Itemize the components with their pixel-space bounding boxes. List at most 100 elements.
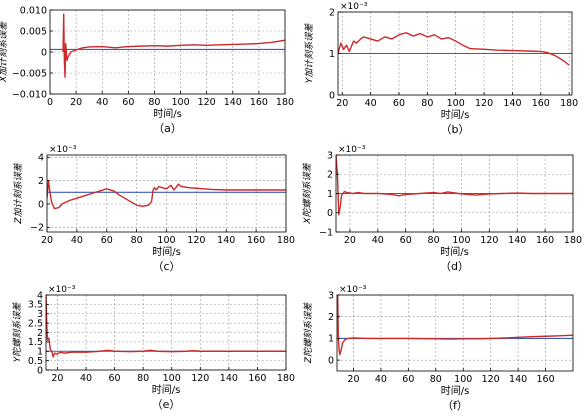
y-tick-label: 0.005 — [20, 26, 47, 37]
y-tick-label: 4 — [38, 153, 44, 164]
x-tick-label: 100 — [452, 235, 470, 246]
x-tick-label: 140 — [224, 97, 242, 108]
x-tick-label: 120 — [198, 97, 216, 108]
x-tick-label: 60 — [109, 373, 121, 384]
x-tick-label: 60 — [101, 235, 113, 246]
axis-exponent: ×10⁻³ — [340, 2, 368, 12]
axes-frame — [336, 294, 574, 372]
panel-label: （d） — [440, 260, 469, 273]
y-tick-label: 1 — [328, 334, 334, 345]
y-tick-label: 4 — [37, 290, 43, 301]
panel-label: （f） — [442, 399, 468, 412]
y-tick-label: −0.010 — [12, 89, 47, 100]
y-tick-label: 2 — [327, 170, 333, 181]
x-tick-label: 160 — [250, 97, 268, 108]
panel-label: （a） — [153, 122, 182, 135]
x-tick-label: 60 — [402, 374, 414, 385]
y-tick-label: 2 — [328, 312, 334, 323]
y-tick-label: −0.005 — [12, 68, 47, 79]
axis-exponent: ×10⁻³ — [338, 145, 366, 155]
x-tick-label: 40 — [365, 98, 377, 109]
chart-panel-1: 20 40 60 80 100 120 140 160 180 0 1 2 ×10⁻³ Y加计刻系误差时间… — [304, 2, 578, 136]
x-tick-label: 180 — [560, 98, 578, 109]
x-tick-label: 80 — [430, 374, 442, 385]
y-tick-label: 3 — [327, 150, 333, 161]
chart-panel-5: 20 40 60 80 100 120 140 160 0 1 2 3 ×10⁻³ Z陀螺刻系误差时间/s… — [303, 285, 574, 412]
x-tick-label: 60 — [393, 98, 405, 109]
axis-exponent: ×10⁻³ — [339, 285, 367, 295]
y-axis-label: X陀螺刻系误差 — [302, 162, 313, 224]
y-tick-label: 0 — [327, 208, 333, 219]
y-tick-label: 0 — [38, 199, 44, 210]
y-tick-label: 0 — [329, 90, 335, 101]
y-tick-label: 1 — [327, 189, 333, 200]
chart-panel-3: 20 40 60 80 100 120 140 160 180 −1 0 1 2 3 ×10⁻³ X陀螺刻系误… — [302, 145, 582, 273]
x-tick-label: 120 — [191, 373, 209, 384]
y-axis-label: Z加计刻系误差 — [13, 162, 24, 224]
x-tick-label: 100 — [163, 373, 181, 384]
axis-exponent: ×10⁻³ — [49, 145, 77, 155]
y-axis-label: Y加计刻系误差 — [304, 23, 315, 83]
x-tick-label: 20 — [336, 98, 348, 109]
x-tick-label: 140 — [217, 235, 235, 246]
estimate-line — [336, 155, 573, 216]
axis-exponent: ×10⁻³ — [48, 285, 76, 295]
x-tick-label: 20 — [41, 235, 53, 246]
estimate-line — [46, 295, 286, 358]
x-tick-label: 40 — [80, 373, 92, 384]
x-tick-label: 100 — [454, 374, 472, 385]
x-tick-label: 120 — [482, 374, 500, 385]
y-tick-label: 2 — [37, 328, 43, 339]
y-tick-label: 3.5 — [28, 300, 43, 311]
x-tick-label: 80 — [137, 373, 149, 384]
y-tick-label: 0.5 — [28, 356, 43, 367]
x-tick-label: 20 — [51, 373, 63, 384]
x-tick-label: 180 — [564, 235, 582, 246]
x-axis-label: 时间/s — [152, 245, 181, 258]
x-tick-label: 100 — [157, 235, 175, 246]
x-tick-label: 100 — [447, 98, 465, 109]
x-tick-label: 160 — [248, 373, 266, 384]
y-tick-label: 2.5 — [28, 318, 43, 329]
y-tick-label: −1 — [319, 227, 333, 238]
panel-label: （e） — [152, 398, 181, 411]
x-tick-label: 140 — [220, 373, 238, 384]
chart-panel-0: 0 20 40 60 80 100 120 140 160 180 −0.010 −0.005 0 0.0… — [0, 5, 294, 135]
y-axis-label: X加计刻系误差 — [0, 21, 9, 83]
y-tick-label: 1.5 — [28, 337, 43, 348]
chart-panel-2: 20 40 60 80 100 120 140 160 180 −2 0 2 4 ×10⁻³ Z加计刻系误差… — [13, 145, 295, 273]
x-axis-label: 时间/s — [152, 383, 181, 396]
x-tick-label: 20 — [70, 97, 82, 108]
y-tick-label: 2 — [329, 7, 335, 18]
y-tick-label: 0 — [37, 365, 43, 376]
x-tick-label: 40 — [375, 374, 387, 385]
estimate-line — [62, 13, 285, 78]
x-tick-label: 20 — [344, 235, 356, 246]
x-tick-label: 40 — [71, 235, 83, 246]
x-tick-label: 40 — [96, 97, 108, 108]
y-tick-label: 3 — [328, 290, 334, 301]
x-tick-label: 120 — [187, 235, 205, 246]
x-axis-label: 时间/s — [153, 107, 182, 120]
y-tick-label: 1 — [37, 347, 43, 358]
x-axis-label: 时间/s — [441, 108, 470, 121]
x-tick-label: 0 — [47, 97, 53, 108]
x-tick-label: 160 — [536, 374, 554, 385]
x-tick-label: 80 — [148, 97, 160, 108]
x-tick-label: 180 — [277, 373, 295, 384]
x-tick-label: 40 — [372, 235, 384, 246]
x-tick-label: 120 — [480, 235, 498, 246]
y-axis-label: Z陀螺刻系误差 — [303, 302, 314, 364]
x-tick-label: 60 — [400, 235, 412, 246]
x-tick-label: 80 — [421, 98, 433, 109]
x-tick-label: 80 — [131, 235, 143, 246]
estimate-line — [338, 32, 570, 66]
y-axis-label: Y陀螺刻系误差 — [12, 302, 23, 362]
estimate-line — [337, 295, 573, 356]
y-tick-label: −2 — [30, 223, 44, 234]
y-tick-label: 1 — [329, 49, 335, 60]
y-tick-label: 0 — [41, 47, 47, 58]
x-axis-label: 时间/s — [440, 245, 469, 258]
x-tick-label: 60 — [122, 97, 134, 108]
x-tick-label: 160 — [532, 98, 550, 109]
